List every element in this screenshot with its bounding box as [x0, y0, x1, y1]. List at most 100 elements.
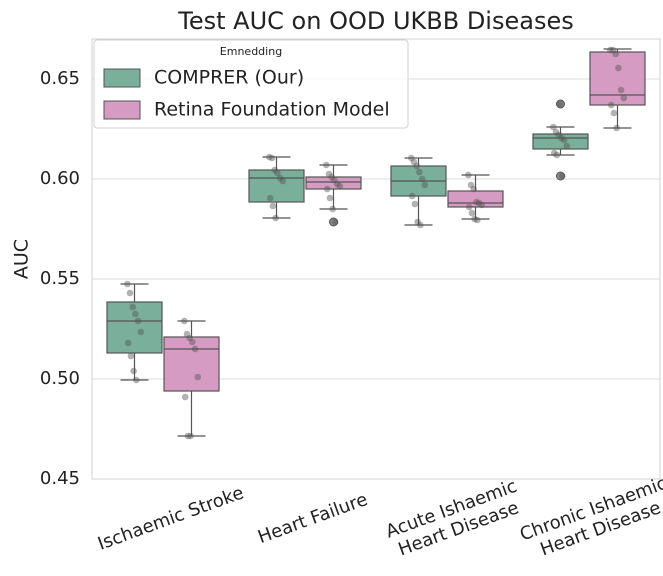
strip-point — [274, 169, 281, 177]
strip-point — [331, 176, 338, 184]
strip-point — [411, 200, 419, 208]
strip-point — [615, 64, 622, 72]
box-group — [589, 48, 646, 129]
flier — [556, 171, 565, 181]
strip-point — [272, 214, 279, 222]
strip-point — [550, 123, 557, 131]
box-group — [390, 157, 447, 226]
strip-point — [134, 317, 142, 325]
strip-point — [468, 209, 476, 217]
strip-point — [191, 345, 199, 353]
strip-point — [408, 192, 416, 200]
strip-point — [130, 367, 137, 375]
strip-point — [325, 170, 333, 178]
y-axis-label: AUC — [11, 239, 33, 279]
strip-point — [276, 174, 284, 182]
strip-point — [189, 338, 196, 346]
box — [248, 169, 305, 203]
strip-point — [553, 151, 561, 159]
y-tick-label: 0.45 — [40, 468, 80, 489]
strip-point — [329, 205, 336, 213]
strip-point — [332, 218, 339, 226]
strip-point — [414, 218, 421, 226]
y-tick-label: 0.65 — [40, 68, 80, 89]
legend-swatch — [103, 100, 141, 120]
plot-frame — [91, 38, 661, 480]
strip-point — [552, 128, 560, 136]
strip-point — [133, 376, 140, 384]
strip-point — [186, 334, 193, 342]
box-group — [248, 156, 305, 219]
strip-point — [478, 201, 486, 209]
strip-point — [187, 432, 194, 440]
x-tick-label: Heart Failure — [255, 489, 370, 548]
flier — [329, 217, 338, 227]
x-tick-label: Chronic IshaemicHeart Disease — [517, 473, 663, 565]
strip-point — [410, 158, 418, 166]
strip-point — [266, 194, 274, 202]
y-tick-label: 0.55 — [40, 268, 80, 289]
strip-point — [465, 171, 472, 179]
strip-point — [181, 317, 188, 325]
strip-point — [417, 221, 424, 229]
strip-point — [471, 215, 478, 223]
strip-point — [558, 134, 565, 142]
strip-point — [268, 154, 276, 162]
box — [589, 51, 646, 106]
legend-swatch — [103, 68, 141, 88]
strip-point — [266, 153, 273, 161]
x-tick-label: Ischaemic Stroke — [95, 482, 247, 554]
legend-box — [93, 39, 409, 129]
box-group — [163, 320, 220, 437]
strip-point — [474, 216, 481, 224]
strip-point — [127, 352, 135, 360]
strip-point — [470, 185, 478, 193]
strip-point — [421, 181, 429, 189]
strip-point — [124, 339, 132, 347]
strip-point — [124, 280, 131, 288]
box-group — [532, 99, 589, 181]
strip-point — [473, 198, 480, 206]
box — [163, 336, 220, 392]
strip-point — [326, 194, 334, 202]
strip-point — [269, 202, 277, 210]
strip-point — [560, 136, 568, 144]
x-tick-line: Ischaemic Stroke — [95, 482, 247, 554]
box — [106, 301, 163, 354]
strip-point — [279, 177, 287, 185]
strip-point — [563, 142, 571, 150]
strip-point — [613, 124, 620, 132]
legend-title: Emnedding — [220, 45, 282, 58]
strip-point — [559, 172, 566, 180]
strip-point — [129, 303, 136, 311]
strip-point — [610, 109, 618, 117]
strip-point — [271, 166, 279, 174]
legend-label: COMPRER (Our) — [154, 67, 304, 89]
strip-point — [184, 432, 192, 440]
strip-point — [126, 289, 134, 297]
strip-point — [132, 310, 139, 318]
strip-point — [413, 162, 421, 170]
strip-point — [609, 46, 617, 54]
y-tick-label: 0.50 — [40, 368, 80, 389]
strip-point — [181, 393, 189, 401]
box — [305, 176, 362, 190]
strip-point — [607, 46, 614, 54]
strip-point — [475, 199, 483, 207]
y-tick-label: 0.60 — [40, 168, 80, 189]
strip-point — [323, 185, 331, 193]
strip-point — [550, 149, 558, 157]
strip-point — [617, 86, 625, 94]
strip-point — [137, 328, 145, 336]
flier — [556, 99, 565, 109]
strip-point — [416, 168, 423, 176]
box-group — [305, 164, 362, 227]
strip-point — [328, 173, 336, 181]
strip-point — [465, 203, 473, 211]
strip-point — [336, 182, 344, 190]
strip-point — [194, 373, 202, 381]
strip-point — [408, 154, 415, 162]
strip-point — [556, 100, 563, 108]
x-tick-label: Acute IshaemicHeart Disease — [383, 476, 527, 563]
